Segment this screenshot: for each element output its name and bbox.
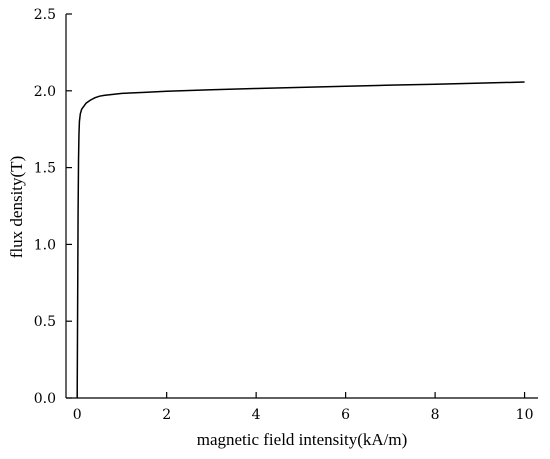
y-ticks: 0.0 0.5 1.0 1.5 2.0 2.5 (34, 7, 72, 407)
x-tick-label: 6 (341, 407, 350, 423)
bh-curve-line (76, 81, 525, 399)
y-tick-label: 0.0 (34, 391, 56, 407)
y-axis-title: flux density(T) (7, 156, 26, 258)
x-tick-label: 4 (252, 407, 261, 423)
y-tick-label: 1.5 (34, 161, 56, 177)
series-group (76, 81, 525, 399)
x-tick-label: 8 (431, 407, 440, 423)
y-tick-label: 2.0 (34, 84, 56, 100)
y-tick-label: 0.5 (34, 314, 56, 330)
x-ticks: 0 2 4 6 8 10 (73, 392, 534, 423)
x-tick-label: 10 (516, 407, 534, 423)
x-axis-title: magnetic field intensity(kA/m) (197, 430, 408, 449)
x-tick-label: 2 (162, 407, 171, 423)
y-tick-label: 1.0 (34, 237, 56, 253)
y-tick-label: 2.5 (34, 7, 56, 23)
x-tick-label: 0 (73, 407, 82, 423)
